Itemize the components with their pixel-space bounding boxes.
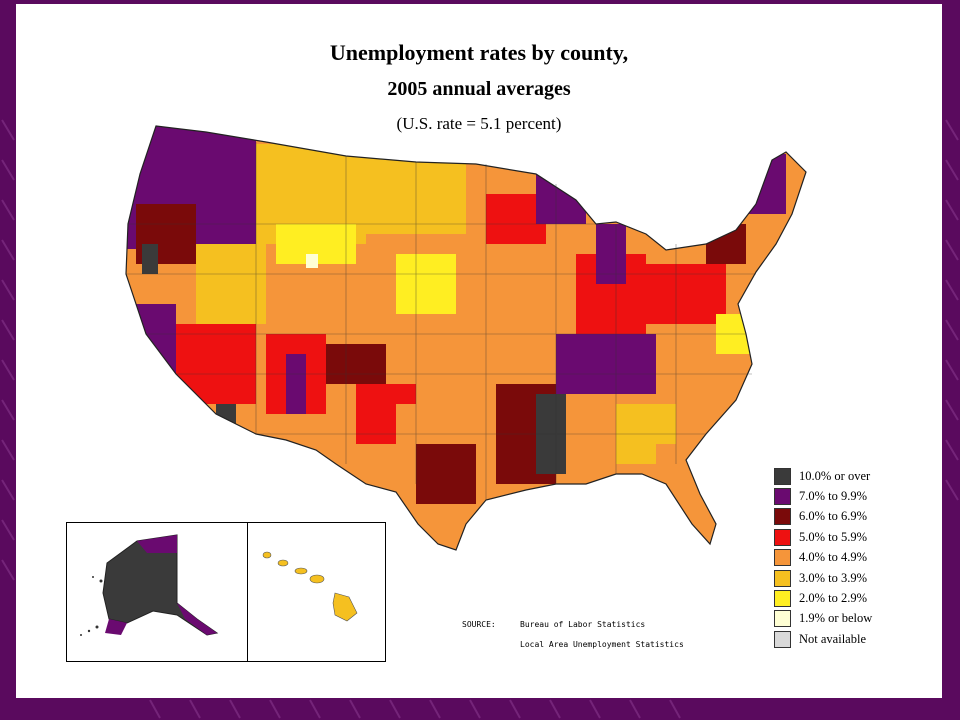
legend-item: Not available bbox=[774, 629, 934, 649]
legend-label: 1.9% or below bbox=[799, 611, 873, 626]
legend-item: 6.0% to 6.9% bbox=[774, 507, 934, 527]
legend-label: 2.0% to 2.9% bbox=[799, 591, 868, 606]
source-note: SOURCE: Bureau of Labor Statistics Local… bbox=[462, 620, 684, 660]
legend-swatch bbox=[774, 488, 791, 506]
alaska-hawaii-inset bbox=[66, 522, 386, 662]
legend-label: 10.0% or over bbox=[799, 468, 871, 483]
legend-item: 3.0% to 3.9% bbox=[774, 568, 934, 588]
source-label: SOURCE: bbox=[462, 620, 496, 629]
legend-item: 5.0% to 5.9% bbox=[774, 527, 934, 547]
map-title-line2: 2005 annual averages bbox=[387, 78, 571, 100]
legend-swatch bbox=[774, 467, 791, 485]
slide-panel: Unemployment rates by county, 2005 annua… bbox=[16, 4, 942, 698]
legend-label: 7.0% to 9.9% bbox=[799, 489, 868, 504]
source-line2: Local Area Unemployment Statistics bbox=[520, 640, 684, 649]
legend-item: 7.0% to 9.9% bbox=[774, 486, 934, 506]
legend-item: 4.0% to 4.9% bbox=[774, 548, 934, 568]
legend-item: 2.0% to 2.9% bbox=[774, 588, 934, 608]
map-subtitle: (U.S. rate = 5.1 percent) bbox=[396, 114, 562, 133]
legend-swatch bbox=[774, 610, 791, 628]
legend-swatch bbox=[774, 590, 791, 608]
legend-swatch bbox=[774, 549, 791, 567]
source-line1: Bureau of Labor Statistics bbox=[520, 620, 646, 629]
map-legend: 10.0% or over 7.0% to 9.9% 6.0% to 6.9% 5.0… bbox=[774, 466, 934, 650]
legend-swatch bbox=[774, 630, 791, 648]
legend-item: 1.9% or below bbox=[774, 609, 934, 629]
map-title: Unemployment rates by county, bbox=[329, 40, 629, 65]
us-county-map bbox=[125, 125, 807, 551]
legend-label: 5.0% to 5.9% bbox=[799, 529, 868, 544]
legend-label: 6.0% to 6.9% bbox=[799, 509, 868, 524]
legend-label: Not available bbox=[799, 631, 866, 646]
alaska-hawaii-inset-map bbox=[80, 534, 358, 636]
legend-item: 10.0% or over bbox=[774, 466, 934, 486]
legend-label: 4.0% to 4.9% bbox=[799, 550, 868, 565]
legend-swatch bbox=[774, 508, 791, 526]
legend-swatch bbox=[774, 528, 791, 546]
legend-label: 3.0% to 3.9% bbox=[799, 570, 868, 585]
inset-divider bbox=[247, 523, 248, 661]
legend-swatch bbox=[774, 569, 791, 587]
